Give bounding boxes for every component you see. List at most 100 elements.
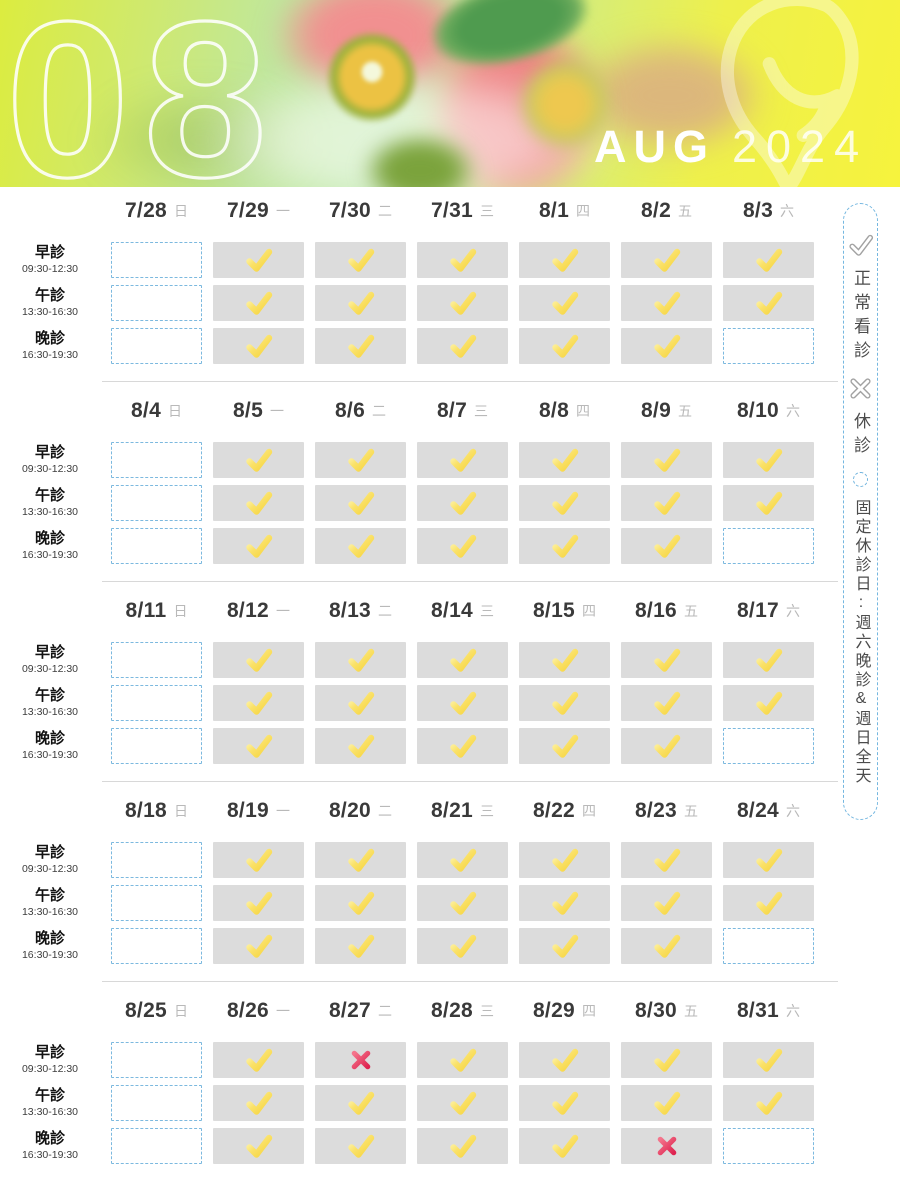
slot-open xyxy=(723,442,814,478)
check-icon xyxy=(653,648,680,672)
session-time: 09:30-12:30 xyxy=(21,663,79,676)
session-time: 09:30-12:30 xyxy=(21,863,79,876)
check-icon xyxy=(551,291,578,315)
date-label: 7/28 xyxy=(124,199,168,222)
date-label: 8/25 xyxy=(124,999,168,1022)
check-icon xyxy=(449,648,476,672)
check-icon xyxy=(347,291,374,315)
weekday-label: 一 xyxy=(276,203,291,219)
date-label: 8/11 xyxy=(125,599,167,622)
check-icon xyxy=(245,448,272,472)
slot-rest xyxy=(111,842,202,878)
corner-spacer xyxy=(0,395,100,435)
slot-open xyxy=(213,728,304,764)
session-label: 晚診 16:30-19:30 xyxy=(0,328,100,364)
check-icon xyxy=(653,934,680,958)
day-header: 8/16 五 xyxy=(621,595,712,635)
check-icon xyxy=(755,491,782,515)
date-label: 8/29 xyxy=(532,999,576,1022)
check-icon xyxy=(755,1048,782,1072)
check-icon xyxy=(551,1048,578,1072)
check-icon xyxy=(449,1048,476,1072)
photo-kumquat-slice xyxy=(515,58,615,150)
check-icon xyxy=(347,248,374,272)
check-icon xyxy=(653,734,680,758)
date-label: 8/14 xyxy=(430,599,474,622)
corner-spacer xyxy=(0,795,100,835)
check-icon xyxy=(653,448,680,472)
date-label: 8/31 xyxy=(736,999,780,1022)
weekday-label: 五 xyxy=(684,803,699,819)
slot-open xyxy=(417,1085,508,1121)
session-name: 午診 xyxy=(34,686,65,704)
weekday-label: 二 xyxy=(378,603,393,619)
day-header: 8/10 六 xyxy=(723,395,814,435)
session-label: 晚診 16:30-19:30 xyxy=(0,528,100,564)
date-label: 8/22 xyxy=(532,799,576,822)
slot-open xyxy=(519,528,610,564)
check-icon xyxy=(449,248,476,272)
check-icon xyxy=(551,934,578,958)
slot-open xyxy=(315,528,406,564)
legend-label-fixed-rest: 固定休診日:週六晚診&週日全天 xyxy=(852,499,870,786)
weekday-label: 五 xyxy=(678,403,693,419)
check-icon xyxy=(245,934,272,958)
check-icon xyxy=(551,891,578,915)
check-icon xyxy=(449,934,476,958)
session-time: 16:30-19:30 xyxy=(21,549,79,562)
date-label: 8/9 xyxy=(640,399,672,422)
slot-open xyxy=(723,685,814,721)
corner-spacer xyxy=(0,595,100,635)
weekday-label: 一 xyxy=(276,1003,291,1019)
slot-open xyxy=(519,1085,610,1121)
slot-open xyxy=(417,928,508,964)
day-header: 8/29 四 xyxy=(519,995,610,1035)
slot-open xyxy=(213,928,304,964)
session-time: 16:30-19:30 xyxy=(21,749,79,762)
check-icon xyxy=(755,848,782,872)
session-label: 晚診 16:30-19:30 xyxy=(0,728,100,764)
day-header: 8/3 六 xyxy=(723,195,814,235)
corner-spacer xyxy=(0,195,100,235)
photo-kumquat-slice xyxy=(316,26,428,128)
session-label: 午診 13:30-16:30 xyxy=(0,485,100,521)
slot-open xyxy=(519,885,610,921)
slot-rest xyxy=(723,528,814,564)
day-header: 8/22 四 xyxy=(519,795,610,835)
check-icon xyxy=(347,1091,374,1115)
session-label: 早診 09:30-12:30 xyxy=(0,242,100,278)
slot-open xyxy=(315,442,406,478)
slot-rest xyxy=(111,728,202,764)
date-label: 8/19 xyxy=(226,799,270,822)
x-icon xyxy=(657,1136,676,1156)
session-label: 晚診 16:30-19:30 xyxy=(0,928,100,964)
week-block: 8/4 日 8/5 一 8/6 二 8/7 三 8/8 四 8/9 五 8/10 六早診 09:30-12:… xyxy=(0,381,840,564)
slot-open xyxy=(417,528,508,564)
date-label: 7/29 xyxy=(226,199,270,222)
week-block: 8/25 日 8/26 一 8/27 二 8/28 三 8/29 四 8/30 五 8/31 六早診 09:… xyxy=(0,981,840,1164)
slot-open xyxy=(519,842,610,878)
slot-open xyxy=(417,642,508,678)
check-icon xyxy=(755,691,782,715)
check-icon xyxy=(347,448,374,472)
check-icon xyxy=(449,534,476,558)
session-time: 13:30-16:30 xyxy=(21,706,79,719)
session-name: 早診 xyxy=(34,243,65,261)
check-icon xyxy=(551,1134,578,1158)
date-label: 8/21 xyxy=(430,799,474,822)
check-icon xyxy=(245,1048,272,1072)
check-icon xyxy=(347,691,374,715)
check-icon xyxy=(449,1091,476,1115)
slot-open xyxy=(723,485,814,521)
date-label: 8/15 xyxy=(532,599,576,622)
check-icon xyxy=(449,334,476,358)
check-icon xyxy=(449,734,476,758)
date-label: 8/27 xyxy=(328,999,372,1022)
date-label: 8/13 xyxy=(328,599,372,622)
check-icon xyxy=(245,1134,272,1158)
check-icon xyxy=(245,848,272,872)
slot-open xyxy=(621,328,712,364)
legend: 正常看診 休診 固定休診日:週六晚診&週日全天 xyxy=(843,203,878,820)
session-time: 13:30-16:30 xyxy=(21,1106,79,1119)
slot-rest xyxy=(111,528,202,564)
